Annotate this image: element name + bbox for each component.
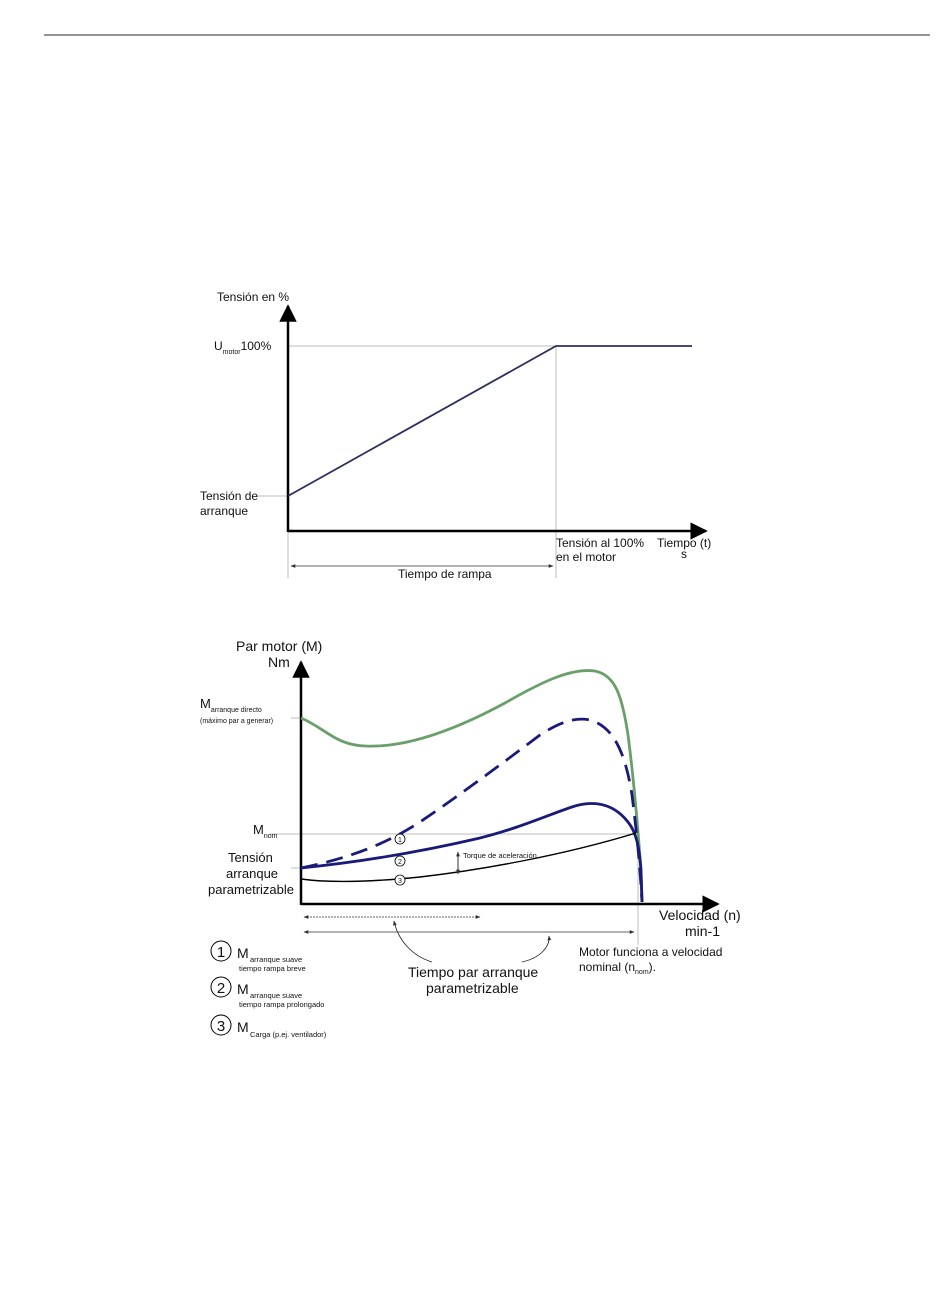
ramp-time-label: Tiempo de rampa [398, 567, 492, 581]
param-time-label-2: parametrizable [426, 980, 519, 996]
curve-marker-2: 2 [394, 855, 406, 867]
nominal-speed-label-1: Motor funciona a velocidad [579, 945, 722, 959]
voltage-ramp-line [287, 345, 692, 497]
curve-marker-1: 1 [394, 833, 406, 845]
direct-start-note: (máximo par a generar) [200, 718, 273, 725]
param-voltage-label-1: Tensión [228, 850, 273, 865]
legend-item-2: 2 M arranque suave tiempo rampa prolonga… [210, 976, 324, 1009]
param-voltage-label-2: arranque [226, 866, 278, 881]
soft-start-short-ramp-curve [300, 717, 644, 903]
param-voltage-label-3: parametrizable [208, 882, 294, 897]
legend-item-1: 1 M arranque suave tiempo rampa breve [210, 940, 306, 973]
legend-item-3: 3 M Carga (p.ej. ventilador) [210, 1014, 327, 1039]
legend-sub-2: tiempo rampa prolongado [239, 1000, 324, 1009]
legend-sub-1: arranque suave [250, 991, 302, 1000]
legend-label: M [237, 981, 249, 997]
ramp-y-axis-label: Tensión en % [217, 290, 289, 304]
torque-y-axis-label-2: Nm [268, 654, 290, 670]
curve-marker-3: 3 [394, 874, 406, 886]
param-time-label-1: Tiempo par arranque [408, 964, 538, 980]
m-nom-label: Mnom [253, 822, 278, 840]
torque-x-axis-label: Velocidad (n) [659, 907, 741, 923]
full-voltage-label-2: en el motor [556, 550, 616, 564]
load-torque-curve [300, 832, 637, 883]
accel-torque-label: Torque de aceleración [463, 851, 537, 860]
torque-speed-diagram: 1 2 3 Torque de aceleración Par motor (M… [200, 638, 741, 996]
direct-start-torque-curve [300, 669, 644, 903]
torque-x-axis-unit: min-1 [685, 923, 720, 939]
ramp-x-axis-unit: s [681, 547, 687, 561]
legend-sub-2: tiempo rampa breve [239, 964, 306, 973]
curve-legend: 1 M arranque suave tiempo rampa breve 2 … [210, 940, 327, 1039]
pointer-arrow-right [521, 935, 552, 963]
u-motor-label: Umotor100% [214, 339, 272, 356]
direct-start-label: Marranque directo [200, 696, 262, 714]
torque-y-axis-label-1: Par motor (M) [236, 638, 322, 654]
nominal-speed-label-2: nominal (nnom). [579, 960, 656, 976]
svg-text:3: 3 [398, 878, 402, 885]
legend-sub-1: arranque suave [250, 955, 302, 964]
legend-label: M [237, 1019, 249, 1035]
legend-sub-1: Carga (p.ej. ventilador) [250, 1030, 327, 1039]
voltage-ramp-diagram: Tensión en % Umotor100% Tensión de arran… [200, 290, 711, 581]
legend-number-circle [210, 976, 232, 998]
legend-label: M [237, 945, 249, 961]
svg-text:1: 1 [398, 837, 402, 844]
full-voltage-label-1: Tensión al 100% [556, 536, 644, 550]
start-voltage-label-1: Tensión de [200, 489, 258, 503]
soft-start-long-ramp-curve [300, 802, 644, 903]
legend-number-circle [210, 940, 232, 962]
start-voltage-label-2: arranque [200, 504, 248, 518]
svg-text:2: 2 [398, 859, 402, 866]
svg-text:1: 1 [217, 944, 225, 961]
svg-text:3: 3 [217, 1018, 225, 1035]
pointer-arrow-left [393, 920, 433, 963]
svg-text:2: 2 [217, 980, 225, 997]
legend-number-circle [210, 1014, 232, 1036]
ramp-x-axis-label: Tiempo (t) [657, 536, 711, 550]
